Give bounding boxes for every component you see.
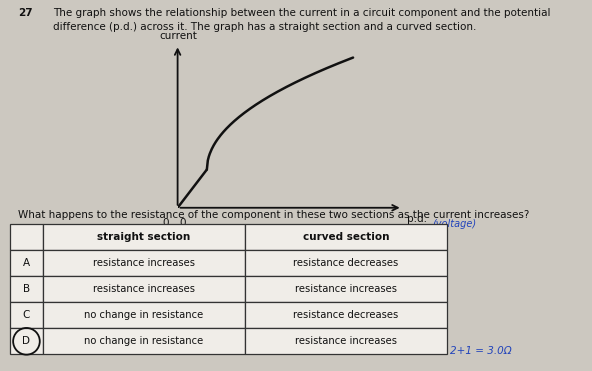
Text: resistance increases: resistance increases (295, 336, 397, 346)
Text: straight section: straight section (97, 233, 191, 242)
Text: C: C (22, 311, 30, 320)
Text: D: D (22, 336, 30, 346)
Text: 0: 0 (180, 217, 186, 227)
Text: 0: 0 (162, 217, 169, 227)
Text: 27: 27 (18, 8, 33, 18)
Text: curved section: curved section (303, 233, 389, 242)
Text: difference (p.d.) across it. The graph has a straight section and a curved secti: difference (p.d.) across it. The graph h… (53, 22, 477, 32)
Text: resistance increases: resistance increases (93, 259, 195, 268)
Text: (voltage): (voltage) (432, 219, 476, 229)
Text: resistance increases: resistance increases (93, 285, 195, 294)
Text: B: B (23, 285, 30, 294)
Text: What happens to the resistance of the component in these two sections as the cur: What happens to the resistance of the co… (18, 210, 529, 220)
Text: 2+1 = 3.0Ω: 2+1 = 3.0Ω (450, 346, 511, 356)
Text: no change in resistance: no change in resistance (84, 311, 204, 320)
Text: resistance increases: resistance increases (295, 285, 397, 294)
Text: A: A (23, 259, 30, 268)
Text: resistance decreases: resistance decreases (293, 259, 398, 268)
Text: resistance decreases: resistance decreases (293, 311, 398, 320)
Text: The graph shows the relationship between the current in a circuit component and : The graph shows the relationship between… (53, 8, 551, 18)
Text: current: current (160, 31, 198, 41)
Text: p.d.: p.d. (407, 214, 427, 224)
Text: no change in resistance: no change in resistance (84, 336, 204, 346)
